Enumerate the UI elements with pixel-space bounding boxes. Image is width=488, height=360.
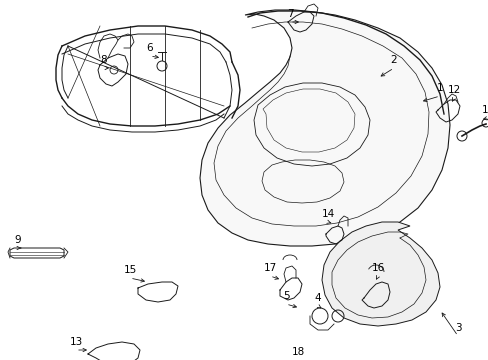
Polygon shape	[200, 10, 449, 246]
Text: 12: 12	[447, 85, 460, 95]
Text: 16: 16	[370, 263, 384, 273]
Text: 15: 15	[123, 265, 136, 275]
Text: 14: 14	[321, 209, 334, 219]
Text: 17: 17	[263, 263, 276, 273]
Text: 5: 5	[282, 291, 289, 301]
Polygon shape	[321, 222, 439, 326]
Text: 6: 6	[146, 43, 153, 53]
Text: 1: 1	[436, 83, 443, 93]
Text: 7: 7	[286, 9, 293, 19]
Text: 10: 10	[481, 105, 488, 115]
Text: 9: 9	[15, 235, 21, 245]
Text: 3: 3	[454, 323, 460, 333]
Text: 4: 4	[314, 293, 321, 303]
Text: 18: 18	[291, 347, 304, 357]
Text: 13: 13	[69, 337, 82, 347]
Text: 2: 2	[390, 55, 397, 65]
Text: 8: 8	[101, 55, 107, 65]
